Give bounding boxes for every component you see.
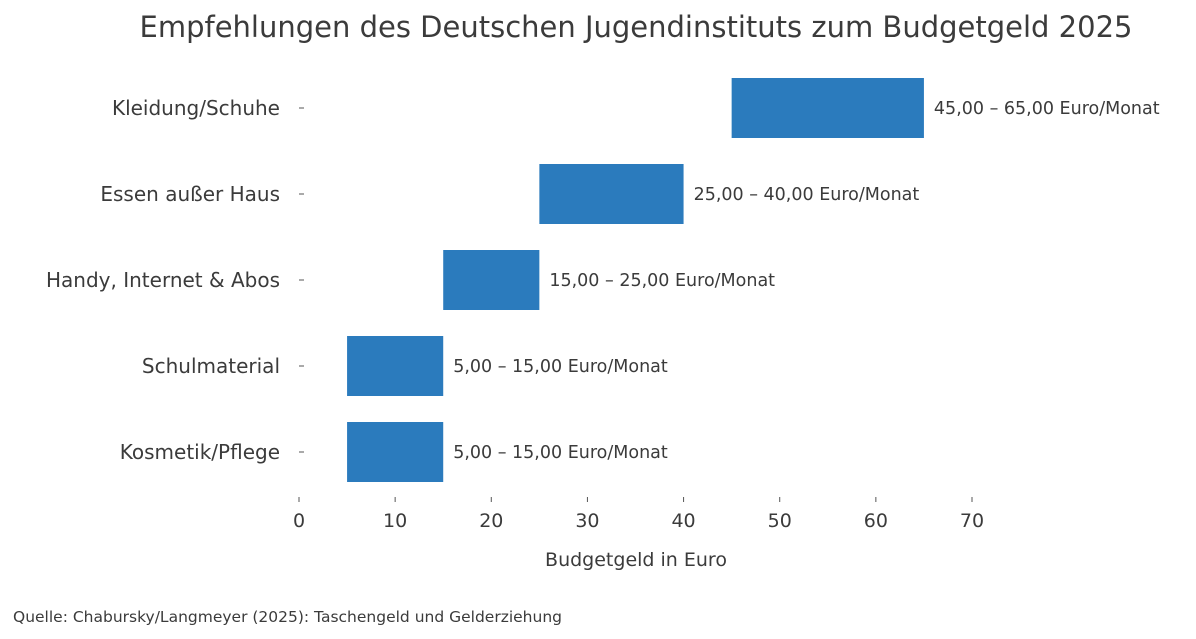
x-tick-label: 30 bbox=[575, 510, 599, 532]
bar-3 bbox=[347, 336, 444, 396]
x-tick-label: 60 bbox=[864, 510, 888, 532]
data-label: 15,00 – 25,00 Euro/Monat bbox=[549, 271, 775, 291]
x-tick-label: 50 bbox=[768, 510, 792, 532]
x-axis: 0 10 20 30 40 50 60 70 bbox=[293, 497, 984, 532]
data-label: 25,00 – 40,00 Euro/Monat bbox=[694, 185, 920, 205]
data-label: 5,00 – 15,00 Euro/Monat bbox=[453, 357, 668, 377]
y-tick-label: Handy, Internet & Abos bbox=[46, 268, 280, 292]
chart-title: Empfehlungen des Deutschen Jugendinstitu… bbox=[140, 10, 1133, 44]
x-tick-label: 0 bbox=[293, 510, 305, 532]
y-tick-label: Schulmaterial bbox=[142, 354, 280, 378]
x-tick-label: 40 bbox=[671, 510, 695, 532]
y-tick-label: Kleidung/Schuhe bbox=[112, 96, 280, 120]
x-tick-label: 10 bbox=[383, 510, 407, 532]
bar-0 bbox=[731, 78, 924, 138]
source-note: Quelle: Chabursky/Langmeyer (2025): Tasc… bbox=[13, 608, 562, 626]
x-tick-label: 20 bbox=[479, 510, 503, 532]
bar-4 bbox=[347, 422, 444, 482]
x-axis-label: Budgetgeld in Euro bbox=[545, 549, 727, 571]
x-tick-label: 70 bbox=[960, 510, 984, 532]
y-tick-label: Kosmetik/Pflege bbox=[120, 440, 280, 464]
y-axis: Kleidung/Schuhe Essen außer Haus Handy, In… bbox=[46, 96, 304, 464]
data-label: 45,00 – 65,00 Euro/Monat bbox=[934, 99, 1160, 119]
bars-group bbox=[347, 78, 924, 482]
data-labels-group: 45,00 – 65,00 Euro/Monat 25,00 – 40,00 Eu… bbox=[453, 99, 1160, 463]
bar-1 bbox=[539, 164, 684, 224]
bar-2 bbox=[443, 250, 540, 310]
y-tick-label: Essen außer Haus bbox=[100, 182, 280, 206]
data-label: 5,00 – 15,00 Euro/Monat bbox=[453, 443, 668, 463]
